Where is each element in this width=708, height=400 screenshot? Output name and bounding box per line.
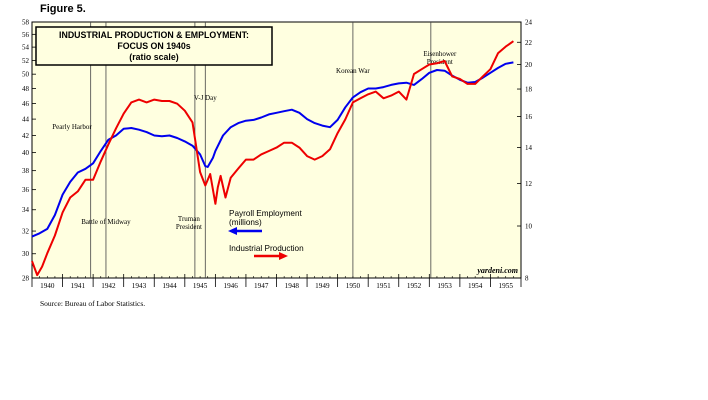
x-tick-label: 1951 <box>376 282 391 290</box>
left-tick-label: 42 <box>22 132 30 140</box>
axes-layer: 28 30 32 34 36 38 40 42 44 46 48 50 52 54 56 58 8 10 12 14 1… <box>22 19 533 291</box>
left-tick-label: 50 <box>22 71 30 79</box>
left-tick-label: 28 <box>22 275 30 283</box>
watermark: yardeni.com <box>476 266 518 275</box>
x-tick-label: 1954 <box>468 282 483 290</box>
chart-title: INDUSTRIAL PRODUCTION & EMPLOYMENT: <box>59 30 249 40</box>
right-tick-label: 10 <box>525 223 533 231</box>
event-label: Truman <box>178 215 200 223</box>
right-tick-label: 8 <box>525 275 529 283</box>
x-tick-label: 1949 <box>315 282 330 290</box>
left-tick-label: 58 <box>22 19 30 27</box>
left-tick-label: 52 <box>22 57 30 65</box>
left-tick-label: 32 <box>22 228 30 236</box>
right-tick-label: 14 <box>525 144 533 152</box>
x-tick-label: 1940 <box>40 282 55 290</box>
legend-employment-arrow-head <box>228 227 237 235</box>
x-tick-label: 1955 <box>499 282 514 290</box>
legend-production-arrow-head <box>279 252 288 260</box>
event-label: Battle of Midway <box>81 218 131 226</box>
left-tick-label: 48 <box>22 85 30 93</box>
legend-employment-label: Payroll Employment <box>229 209 303 218</box>
event-label-line2: President <box>176 223 202 231</box>
x-tick-label: 1942 <box>101 282 116 290</box>
title-box: INDUSTRIAL PRODUCTION & EMPLOYMENT: FOCU… <box>35 26 273 66</box>
event-label: Pearly Harbor <box>52 123 92 131</box>
chart-subtitle: FOCUS ON 1940s <box>117 41 190 51</box>
x-tick-label: 1943 <box>132 282 147 290</box>
series-layer <box>31 40 514 277</box>
x-tick-label: 1946 <box>223 282 238 290</box>
left-tick-label: 54 <box>22 44 30 52</box>
left-tick-label: 36 <box>22 186 30 194</box>
right-tick-label: 12 <box>525 180 533 188</box>
x-tick-label: 1952 <box>407 282 422 290</box>
figure-label: Figure 5. <box>40 3 86 15</box>
production-line <box>31 40 514 277</box>
left-tick-label: 46 <box>22 100 30 108</box>
legend-employment: Payroll Employment (millions) <box>228 209 303 235</box>
event-label: Korean War <box>336 67 370 75</box>
event-label: Eisenhower <box>423 50 457 58</box>
left-tick-label: 40 <box>22 149 30 157</box>
left-tick-label: 56 <box>22 31 30 39</box>
legend-production-label: Industrial Production <box>229 244 304 253</box>
x-tick-label: 1953 <box>437 282 452 290</box>
x-tick-label: 1950 <box>346 282 361 290</box>
employment-line <box>31 61 514 238</box>
event-label: V-J Day <box>194 94 217 102</box>
right-tick-label: 20 <box>525 61 533 69</box>
x-tick-label: 1947 <box>254 282 269 290</box>
x-tick-label: 1941 <box>71 282 86 290</box>
x-tick-label: 1945 <box>193 282 208 290</box>
chart-subtitle-scale: (ratio scale) <box>129 52 178 62</box>
source-note: Source: Bureau of Labor Statistics. <box>40 299 146 308</box>
x-tick-label: 1944 <box>162 282 177 290</box>
left-tick-label: 30 <box>22 250 30 258</box>
chart: Pearly Harbor Battle of Midway TrumanPresi… <box>22 19 533 291</box>
left-tick-label: 38 <box>22 167 30 175</box>
right-tick-label: 24 <box>525 19 533 27</box>
left-tick-label: 34 <box>22 206 30 214</box>
legend-production: Industrial Production <box>229 244 304 260</box>
right-tick-label: 22 <box>525 39 533 47</box>
right-tick-label: 16 <box>525 113 533 121</box>
x-tick-label: 1948 <box>285 282 300 290</box>
left-tick-label: 44 <box>22 116 30 124</box>
right-tick-label: 18 <box>525 86 533 94</box>
legend-employment-unit: (millions) <box>229 218 262 227</box>
